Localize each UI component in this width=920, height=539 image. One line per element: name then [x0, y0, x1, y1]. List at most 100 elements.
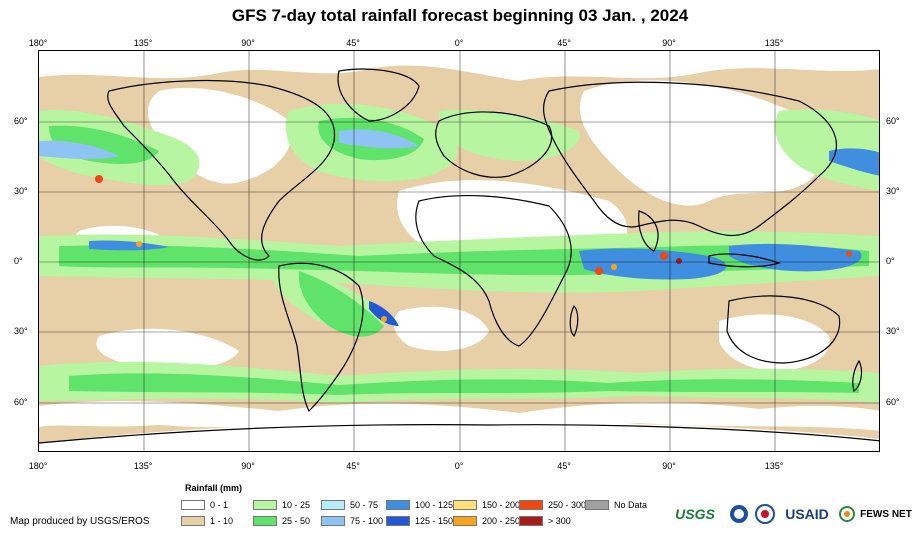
- usgs-logo-text: USGS: [675, 506, 715, 522]
- antarctica-outline: [39, 424, 879, 444]
- legend-label: 1 - 10: [210, 516, 234, 526]
- extreme-rain-spot: [595, 267, 603, 275]
- fews-net-logo-icon: [838, 499, 856, 529]
- lon-label-bottom: 45°: [346, 461, 360, 471]
- fews-net-logo-text: FEWS NET: [860, 508, 912, 520]
- legend-swatch: [253, 500, 277, 510]
- lon-label-bottom: 135°: [133, 461, 153, 471]
- noaa-logo-icon: [728, 499, 750, 529]
- legend-swatch: [386, 516, 410, 526]
- legend-swatch: [519, 516, 543, 526]
- fews-net-logo: FEWS NET: [856, 499, 916, 529]
- usaid-logo-text: USAID: [785, 506, 829, 522]
- australia-outline: [726, 295, 841, 364]
- legend-item: 150 - 200: [453, 500, 520, 510]
- legend-title: Rainfall (mm): [185, 483, 243, 493]
- antarctica-dry-region: [39, 422, 879, 451]
- lon-label-bottom: 135°: [764, 461, 784, 471]
- legend-label: 200 - 250: [482, 516, 521, 526]
- lon-label-top: 180°: [28, 38, 48, 48]
- legend-item: 200 - 250: [453, 516, 520, 526]
- madagascar-outline: [569, 304, 579, 338]
- usgs-logo: USGS: [666, 499, 724, 529]
- legend-item: 10 - 25: [253, 500, 310, 510]
- australia-dry-region: [719, 314, 830, 371]
- lon-label-top: 135°: [133, 38, 153, 48]
- legend-swatch: [253, 516, 277, 526]
- extreme-rain-spot: [95, 175, 103, 183]
- north-pacific-heavy-streak: [39, 140, 119, 160]
- equatorial-pacific-heavy-streak: [89, 240, 169, 251]
- legend-item: 125 - 150: [386, 516, 453, 526]
- lon-label-top: 90°: [662, 38, 676, 48]
- legend-label: 50 - 75: [350, 500, 379, 510]
- extreme-rain-spot: [660, 252, 668, 260]
- india-outline: [638, 210, 659, 252]
- west-pacific-heavy-streak: [829, 148, 879, 176]
- legend-item: 1 - 10: [181, 516, 233, 526]
- lon-label-bottom: 180°: [28, 461, 48, 471]
- legend-item: > 300: [519, 516, 571, 526]
- nasa-logo-icon: [754, 499, 776, 529]
- north-pacific-east-band: [775, 109, 879, 191]
- lat-label-right: 30°: [886, 186, 900, 196]
- south-america-outline: [278, 262, 364, 412]
- south-pacific-dry-region: [96, 328, 239, 370]
- south-atlantic-dry-region: [393, 306, 489, 351]
- extreme-rain-spot: [136, 241, 142, 247]
- lat-label-left: 60°: [14, 397, 28, 407]
- asia-dry-region: [579, 80, 824, 206]
- rainfall-map-graphic: [39, 51, 879, 451]
- indonesia-outline: [708, 253, 781, 268]
- legend-item: 100 - 125: [386, 500, 453, 510]
- legend-label: 250 - 300: [548, 500, 587, 510]
- rainfall-legend: 0 - 1 1 - 10 10 - 25 25 - 50 50 - 75 75 …: [181, 500, 647, 534]
- agency-logos: USGS USAID FEWS NET: [666, 499, 918, 529]
- africa-outline: [415, 194, 572, 347]
- legend-label: 25 - 50: [282, 516, 311, 526]
- legend-swatch: [519, 500, 543, 510]
- legend-swatch: [585, 500, 609, 510]
- usaid-logo: USAID: [778, 499, 836, 529]
- legend-label: 75 - 100: [350, 516, 384, 526]
- lon-label-bottom: 90°: [662, 461, 676, 471]
- rainfall-map: [38, 50, 880, 452]
- legend-swatch: [181, 516, 205, 526]
- extreme-rain-spot: [381, 316, 387, 322]
- lon-label-bottom: 45°: [557, 461, 571, 471]
- extreme-rain-spot: [846, 251, 852, 257]
- legend-swatch: [181, 500, 205, 510]
- indian-ocean-heavy-band: [579, 248, 727, 280]
- asia-outline: [542, 81, 837, 237]
- europe-outline: [435, 111, 553, 178]
- legend-label: 150 - 200: [482, 500, 521, 510]
- legend-label: 125 - 150: [415, 516, 454, 526]
- legend-swatch: [321, 516, 345, 526]
- south-atlantic-heavy-streak: [369, 301, 399, 326]
- legend-item: 250 - 300: [519, 500, 586, 510]
- legend-swatch: [453, 500, 477, 510]
- map-title: GFS 7-day total rainfall forecast beginn…: [231, 6, 689, 25]
- legend-label: 10 - 25: [282, 500, 311, 510]
- lon-label-top: 45°: [557, 38, 571, 48]
- new-zealand-outline: [852, 359, 863, 392]
- extreme-rain-spot: [611, 264, 617, 270]
- legend-swatch: [386, 500, 410, 510]
- legend-swatch: [321, 500, 345, 510]
- lat-label-right: 60°: [886, 116, 900, 126]
- legend-label: 100 - 125: [415, 500, 454, 510]
- lon-label-top: 90°: [241, 38, 255, 48]
- legend-label: No Data: [614, 500, 648, 510]
- lat-label-right: 30°: [886, 326, 900, 336]
- maritime-continent-heavy-band: [729, 243, 862, 272]
- lon-label-top: 45°: [346, 38, 360, 48]
- north-atlantic-heavy-streak: [339, 129, 419, 149]
- europe-rain-band: [439, 109, 580, 161]
- north-america-outline: [107, 79, 336, 261]
- lat-label-left: 30°: [14, 186, 28, 196]
- arctic-dry-region: [39, 51, 879, 81]
- lat-label-left: 60°: [14, 116, 28, 126]
- legend-item: 0 - 1: [181, 500, 228, 510]
- lon-label-top: 135°: [764, 38, 784, 48]
- extreme-rain-spot: [676, 258, 682, 264]
